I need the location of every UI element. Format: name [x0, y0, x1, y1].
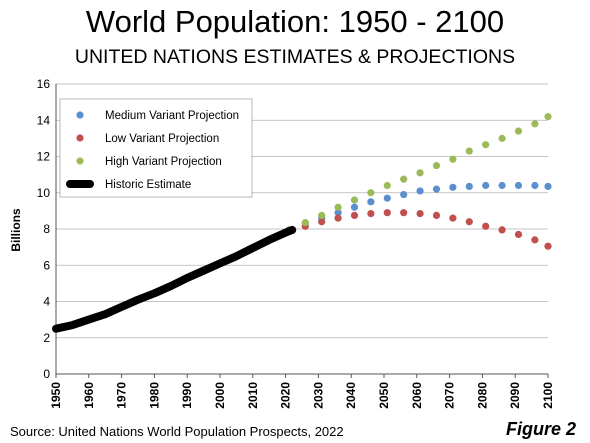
x-tick-label: 2090	[508, 382, 522, 409]
x-tick-label: 2050	[377, 382, 391, 409]
medium-variant-projection-point	[416, 187, 424, 195]
high-variant-projection-point	[350, 196, 359, 204]
low-variant-projection-point	[449, 214, 457, 222]
medium-variant-projection-point	[482, 181, 490, 190]
chart-title: World Population: 1950 - 2100	[85, 4, 505, 39]
legend: Medium Variant Projection Low Variant Pro…	[59, 98, 253, 198]
legend-label-high-variant-projection: High Variant Projection	[105, 156, 222, 168]
low-variant-projection-point	[514, 230, 523, 239]
low-variant-projection-point	[400, 209, 408, 217]
chart-subtitle: UNITED NATIONS ESTIMATES & PROJECTIONS	[74, 46, 516, 68]
low-variant-projection-point	[432, 211, 441, 220]
x-tick-label: 1990	[180, 382, 194, 409]
y-axis-label: Billions	[9, 208, 23, 252]
x-tick-label: 2010	[246, 382, 260, 409]
legend-label-low-variant-projection: Low Variant Projection	[105, 133, 219, 145]
x-tick-label: 2100	[541, 382, 555, 409]
low-variant-projection-point	[334, 214, 342, 222]
x-tick-label: 2000	[213, 382, 227, 409]
high-variant-projection-point	[544, 113, 552, 121]
medium-variant-projection-point	[334, 209, 342, 217]
low-variant-projection-point	[350, 211, 359, 220]
low-variant-projection-point	[367, 209, 375, 218]
legend-swatch-high-variant-projection	[76, 157, 84, 165]
y-tick-label: 12	[37, 150, 51, 164]
medium-variant-projection-point	[449, 183, 457, 191]
high-variant-projection-point	[531, 120, 539, 128]
legend-label-historic-estimate: Historic Estimate	[105, 179, 191, 191]
high-variant-projection-point	[432, 161, 441, 170]
high-variant-projection-point	[449, 155, 457, 163]
legend-swatch-low-variant-projection	[76, 134, 84, 142]
x-tick-label: 1970	[115, 382, 129, 409]
low-variant-projection-point	[498, 226, 506, 234]
figure-label: Figure 2	[505, 419, 576, 439]
medium-variant-projection-point	[432, 185, 441, 193]
y-tick-label: 16	[37, 77, 51, 91]
high-variant-projection-point	[465, 147, 473, 155]
y-tick-label: 10	[37, 186, 51, 200]
tick-labels: 0 2 4 6 8 10 12 14 16 1950 1960 1970 1980 1990 2000 201…	[37, 77, 555, 409]
high-variant-projection-point	[318, 211, 326, 220]
high-variant-projection-point	[482, 141, 490, 149]
medium-variant-projection-point	[544, 182, 552, 191]
low-variant-projection-point	[383, 209, 391, 217]
high-variant-projection-point	[367, 189, 375, 197]
x-tick-label: 1960	[82, 382, 96, 409]
medium-variant-projection-point	[531, 181, 539, 190]
y-tick-label: 4	[43, 295, 50, 309]
x-tick-label: 2020	[279, 382, 293, 409]
high-variant-projection-point	[334, 203, 342, 211]
medium-variant-projection-point	[400, 190, 408, 199]
y-tick-label: 0	[43, 367, 50, 381]
population-chart: 0 2 4 6 8 10 12 14 16 1950 1960 1970 1980 1990 2000 201…	[9, 77, 555, 409]
medium-variant-projection-point	[498, 181, 506, 190]
y-tick-label: 14	[37, 113, 51, 127]
high-variant-projection-point	[514, 127, 523, 135]
medium-variant-projection-point	[465, 182, 473, 191]
high-variant-projection-point	[400, 175, 408, 183]
x-tick-label: 2060	[410, 382, 424, 409]
low-variant-projection-point	[482, 222, 490, 230]
x-tick-label: 1950	[49, 382, 63, 409]
low-variant-projection-point	[531, 236, 539, 244]
legend-label-medium-variant-projection: Medium Variant Projection	[105, 110, 239, 122]
medium-variant-projection-point	[367, 198, 375, 206]
x-tick-label: 2070	[443, 382, 457, 409]
source-note: Source: United Nations World Population …	[10, 424, 344, 439]
legend-swatch-medium-variant-projection	[76, 111, 84, 119]
x-tick-label: 2080	[475, 382, 489, 409]
low-variant-projection-point	[465, 218, 473, 226]
y-tick-label: 2	[43, 331, 50, 345]
series	[52, 113, 552, 333]
low-variant-projection-point	[416, 209, 424, 218]
high-variant-projection-point	[498, 134, 506, 142]
medium-variant-projection-point	[383, 194, 391, 202]
high-variant-projection-point	[383, 181, 391, 190]
high-variant-projection-point	[416, 169, 424, 177]
y-tick-label: 8	[43, 222, 50, 236]
historic-estimate-line	[52, 225, 297, 333]
high-variant-projection-point	[301, 219, 309, 227]
x-tick-label: 2040	[344, 382, 358, 409]
x-tick-label: 2030	[311, 382, 325, 409]
low-variant-projection-point	[544, 242, 552, 250]
y-tick-label: 6	[43, 258, 50, 272]
low-variant-projection-point	[318, 218, 326, 226]
medium-variant-projection-point	[514, 181, 523, 190]
x-tick-label: 1980	[147, 382, 161, 409]
medium-variant-projection-point	[350, 203, 359, 211]
